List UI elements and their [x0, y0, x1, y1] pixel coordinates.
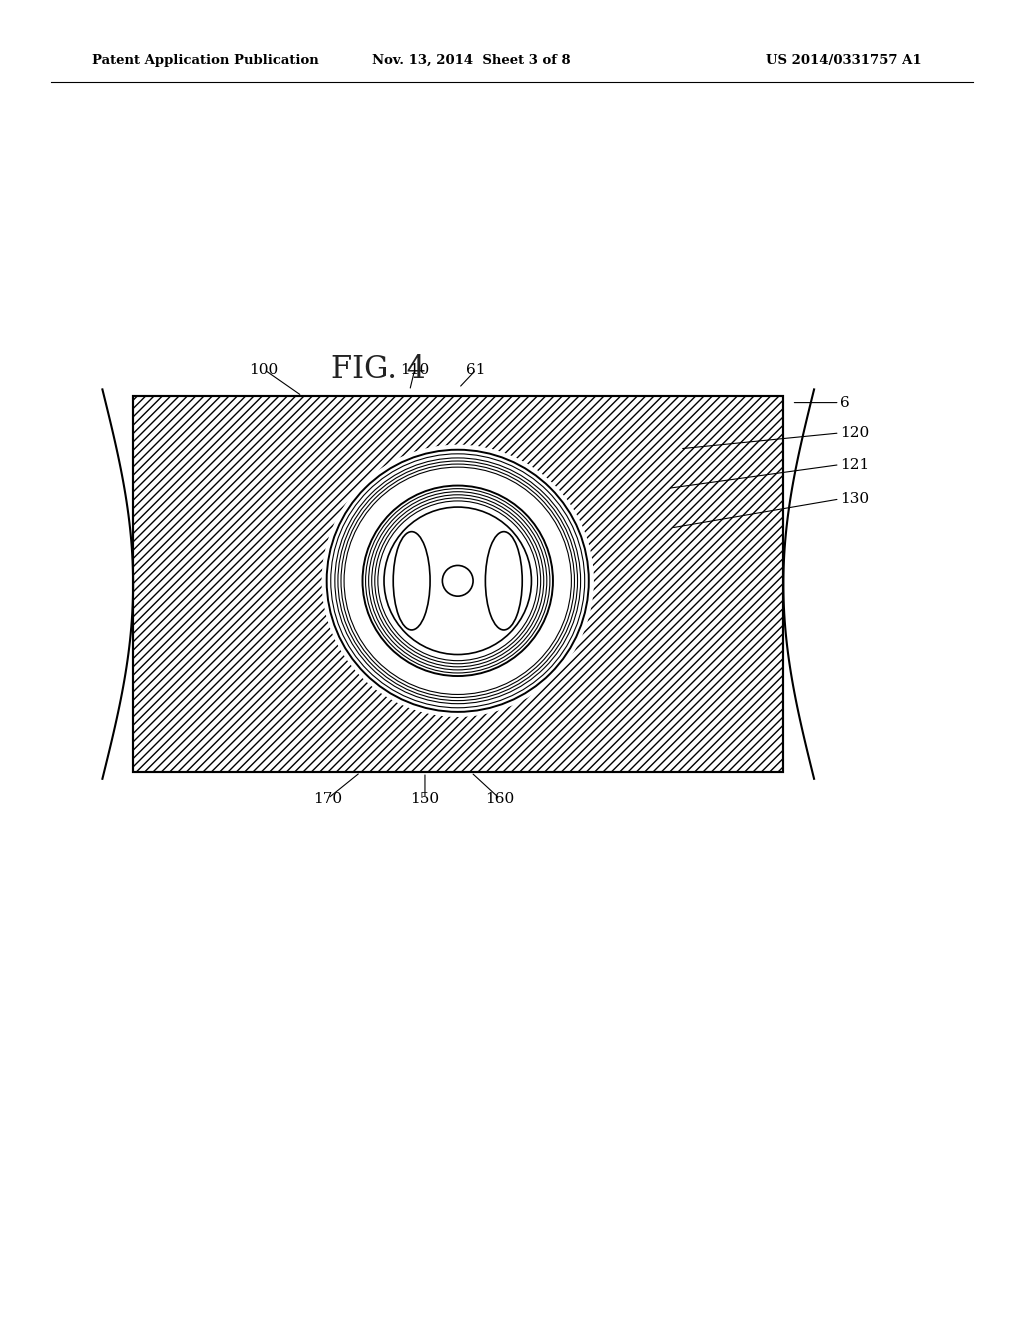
Text: FIG. 4: FIG. 4	[332, 354, 426, 385]
Text: Patent Application Publication: Patent Application Publication	[92, 54, 318, 67]
Ellipse shape	[384, 507, 531, 655]
Text: 120: 120	[840, 426, 869, 440]
Text: 150: 150	[411, 792, 439, 805]
Ellipse shape	[384, 507, 531, 655]
Ellipse shape	[366, 488, 550, 673]
Text: 6: 6	[840, 396, 850, 409]
Text: 121: 121	[840, 458, 869, 471]
Text: 100: 100	[250, 363, 279, 376]
Bar	[133, 396, 783, 772]
Text: Nov. 13, 2014  Sheet 3 of 8: Nov. 13, 2014 Sheet 3 of 8	[372, 54, 570, 67]
Text: 170: 170	[313, 792, 342, 805]
Text: 61: 61	[466, 363, 486, 376]
Ellipse shape	[322, 445, 594, 717]
Ellipse shape	[393, 532, 430, 630]
Ellipse shape	[442, 565, 473, 597]
Text: 130: 130	[840, 492, 868, 506]
Bar	[133, 396, 783, 772]
Text: 110: 110	[400, 363, 429, 376]
Text: US 2014/0331757 A1: US 2014/0331757 A1	[766, 54, 922, 67]
Ellipse shape	[485, 532, 522, 630]
Text: 160: 160	[485, 792, 514, 805]
Ellipse shape	[366, 488, 550, 673]
Bar	[133, 396, 783, 772]
Ellipse shape	[396, 519, 519, 643]
